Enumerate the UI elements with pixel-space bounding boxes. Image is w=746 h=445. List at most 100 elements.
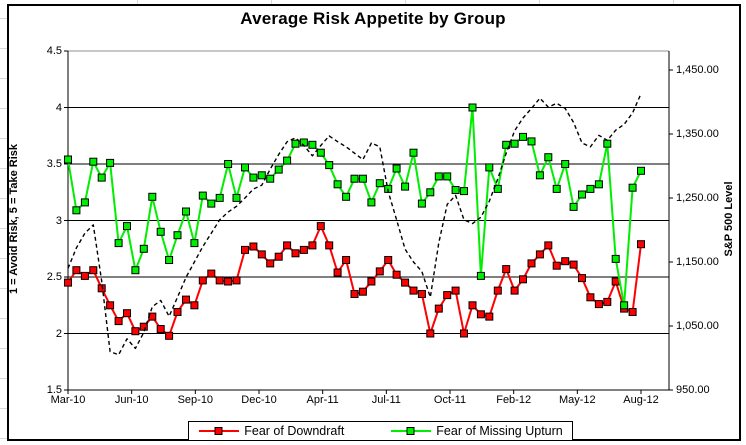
series-marker-fear-of-downdraft: [476, 310, 485, 319]
sheet-row-line: [0, 168, 7, 169]
series-marker-fear-of-downdraft: [358, 287, 367, 296]
series-marker-fear-of-downdraft: [485, 312, 494, 321]
series-marker-fear-of-missing-upturn: [417, 199, 426, 208]
right-axis-tick-label: 1,250.00: [676, 192, 719, 204]
series-marker-fear-of-missing-upturn: [544, 153, 553, 162]
legend-item-fear-of-downdraft[interactable]: Fear of Downdraft: [198, 424, 344, 438]
series-marker-fear-of-missing-upturn: [519, 132, 527, 141]
sheet-row-line: [0, 408, 7, 409]
right-axis-tick-label: 1,050.00: [676, 320, 719, 332]
series-marker-fear-of-downdraft: [274, 252, 283, 261]
series-marker-fear-of-missing-upturn: [241, 163, 249, 172]
sheet-column-line: [137, 0, 138, 4]
series-marker-fear-of-downdraft: [603, 297, 612, 306]
series-marker-fear-of-downdraft: [409, 286, 418, 295]
x-axis-tick-label: Aug-12: [623, 394, 659, 406]
series-marker-fear-of-missing-upturn: [460, 187, 468, 196]
series-marker-fear-of-missing-upturn: [426, 188, 435, 197]
legend-item-fear-of-missing-upturn[interactable]: Fear of Missing Upturn: [390, 424, 563, 438]
series-marker-fear-of-downdraft: [384, 256, 393, 264]
series-marker-fear-of-missing-upturn: [358, 174, 367, 183]
legend-green-line-sample: [391, 427, 432, 435]
series-marker-fear-of-missing-upturn: [502, 140, 511, 149]
series-marker-fear-of-downdraft: [502, 265, 511, 274]
series-marker-fear-of-missing-upturn: [156, 227, 165, 236]
series-marker-fear-of-missing-upturn: [443, 172, 452, 181]
series-marker-fear-of-missing-upturn: [97, 173, 106, 182]
sheet-row-line: [0, 378, 7, 379]
sheet-row-line: [0, 18, 7, 19]
legend[interactable]: Fear of Downdraft Fear of Missing Upturn: [188, 421, 573, 441]
x-axis-tick-label: Mar-10: [50, 394, 86, 406]
left-axis-tick-label: 4.5: [46, 45, 62, 57]
series-marker-fear-of-downdraft: [594, 300, 603, 309]
left-axis-tick-label: 2.5: [46, 271, 62, 283]
legend-label: Fear of Missing Upturn: [436, 424, 563, 438]
series-marker-fear-of-downdraft: [401, 278, 410, 287]
sheet-row-line: [0, 348, 7, 349]
series-marker-fear-of-downdraft: [350, 290, 359, 298]
series-marker-fear-of-missing-upturn: [510, 139, 519, 148]
series-marker-fear-of-downdraft: [182, 295, 190, 304]
series-marker-fear-of-downdraft: [535, 250, 544, 259]
series-marker-fear-of-missing-upturn: [578, 190, 586, 199]
series-marker-fear-of-missing-upturn: [123, 222, 131, 231]
series-marker-fear-of-missing-upturn: [106, 158, 115, 167]
series-marker-fear-of-missing-upturn: [375, 179, 384, 188]
series-marker-fear-of-missing-upturn: [401, 182, 410, 191]
series-marker-fear-of-missing-upturn: [367, 198, 376, 207]
series-marker-fear-of-missing-upturn: [392, 164, 401, 173]
right-axis-tick-label: 1,150.00: [676, 256, 719, 268]
series-marker-fear-of-downdraft: [89, 266, 98, 275]
series-marker-fear-of-missing-upturn: [215, 193, 224, 202]
series-marker-fear-of-downdraft: [426, 329, 435, 338]
series-marker-fear-of-downdraft: [510, 286, 519, 295]
series-marker-fear-of-missing-upturn: [552, 184, 561, 193]
series-marker-fear-of-missing-upturn: [535, 171, 544, 180]
sheet-column-line: [539, 0, 540, 4]
series-marker-fear-of-missing-upturn: [350, 174, 359, 183]
series-marker-fear-of-downdraft: [249, 242, 258, 251]
series-marker-fear-of-missing-upturn: [64, 155, 72, 164]
sheet-row-line: [0, 318, 7, 319]
series-marker-fear-of-downdraft: [106, 301, 115, 310]
series-marker-fear-of-missing-upturn: [451, 186, 460, 194]
series-marker-fear-of-downdraft: [257, 250, 266, 259]
series-marker-fear-of-downdraft: [123, 309, 131, 318]
series-line-s-p-500[interactable]: [67, 93, 642, 356]
series-marker-fear-of-missing-upturn: [173, 231, 182, 240]
series-marker-fear-of-missing-upturn: [131, 266, 140, 275]
series-marker-fear-of-downdraft: [165, 331, 174, 340]
series-marker-fear-of-downdraft: [80, 271, 89, 280]
x-axis-tick-label: May-12: [558, 394, 596, 406]
series-line-fear-of-missing-upturn[interactable]: [67, 106, 642, 307]
series-marker-fear-of-missing-upturn: [342, 192, 351, 201]
series-marker-fear-of-downdraft: [325, 241, 334, 250]
series-marker-fear-of-downdraft: [586, 293, 595, 302]
x-axis-tick-label: Jul-11: [371, 394, 401, 406]
left-axis-tick-label: 2: [55, 327, 62, 340]
legend-label: Fear of Downdraft: [244, 424, 345, 438]
series-marker-fear-of-downdraft: [224, 277, 233, 286]
series-marker-fear-of-missing-upturn: [586, 184, 595, 193]
series-marker-fear-of-downdraft: [527, 259, 536, 268]
series-marker-fear-of-downdraft: [434, 304, 443, 313]
right-axis-tick-label: 1,450.00: [676, 64, 719, 76]
series-marker-fear-of-downdraft: [316, 222, 325, 231]
left-axis-tick-label: 3.5: [46, 158, 62, 170]
series-marker-fear-of-downdraft: [569, 260, 578, 269]
series-marker-fear-of-missing-upturn: [148, 192, 157, 201]
series-marker-fear-of-missing-upturn: [620, 301, 629, 310]
series-marker-fear-of-missing-upturn: [257, 171, 266, 180]
series-marker-fear-of-missing-upturn: [114, 239, 123, 248]
series-marker-fear-of-downdraft: [367, 277, 376, 286]
series-marker-fear-of-missing-upturn: [594, 180, 603, 189]
series-marker-fear-of-missing-upturn: [468, 103, 477, 112]
sheet-column-line: [673, 0, 674, 4]
sheet-row-line: [0, 198, 7, 199]
series-marker-fear-of-downdraft: [291, 249, 300, 258]
series-marker-fear-of-downdraft: [417, 290, 426, 298]
series-marker-fear-of-downdraft: [114, 317, 123, 326]
series-marker-fear-of-downdraft: [552, 261, 561, 270]
